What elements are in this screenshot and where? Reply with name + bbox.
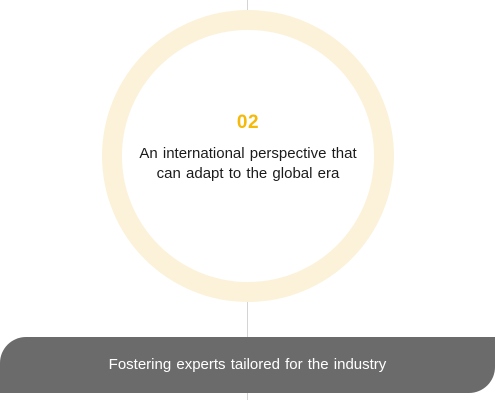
circle-inner: 02 An international perspective that can… [122,30,374,282]
banner-text: Fostering experts tailored for the indus… [108,356,387,373]
step-number: 02 [236,112,260,133]
step-description: An international perspective that can ad… [139,145,357,182]
circle-content: 02 An international perspective that can… [122,112,374,184]
bottom-banner: Fostering experts tailored for the indus… [0,337,495,393]
circle-ring: 02 An international perspective that can… [102,10,394,302]
